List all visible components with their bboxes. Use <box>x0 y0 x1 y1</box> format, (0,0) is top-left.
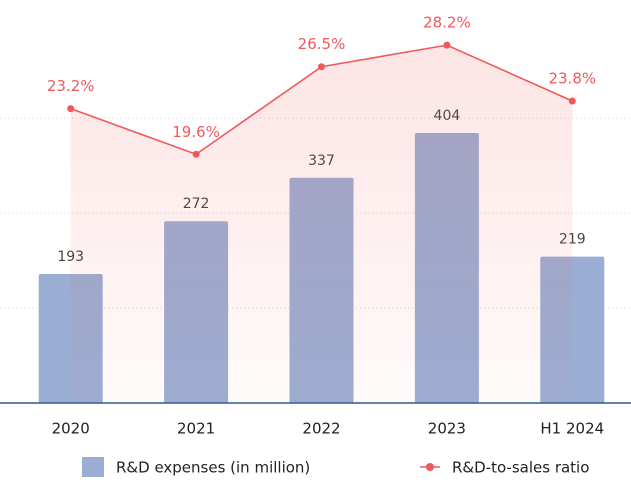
legend-label: R&D-to-sales ratio <box>452 459 589 477</box>
x-tick-label: 2021 <box>177 420 215 438</box>
ratio-label: 23.8% <box>548 69 596 87</box>
ratio-point <box>568 97 576 105</box>
x-tick-label: 2022 <box>302 420 340 438</box>
x-tick-label: H1 2024 <box>540 420 604 438</box>
legend-point <box>426 463 434 471</box>
ratio-label: 28.2% <box>423 14 471 32</box>
legend-swatch <box>82 457 104 477</box>
ratio-label: 26.5% <box>298 35 346 53</box>
x-tick-label: 2023 <box>428 420 466 438</box>
ratio-point <box>443 41 451 49</box>
legend-label: R&D expenses (in million) <box>116 459 310 477</box>
ratio-point <box>192 150 200 158</box>
ratio-label: 23.2% <box>47 77 95 95</box>
ratio-point <box>67 105 75 113</box>
x-tick-label: 2020 <box>52 420 90 438</box>
ratio-area <box>70 45 573 403</box>
ratio-label: 19.6% <box>172 123 220 141</box>
ratio-point <box>318 63 325 71</box>
